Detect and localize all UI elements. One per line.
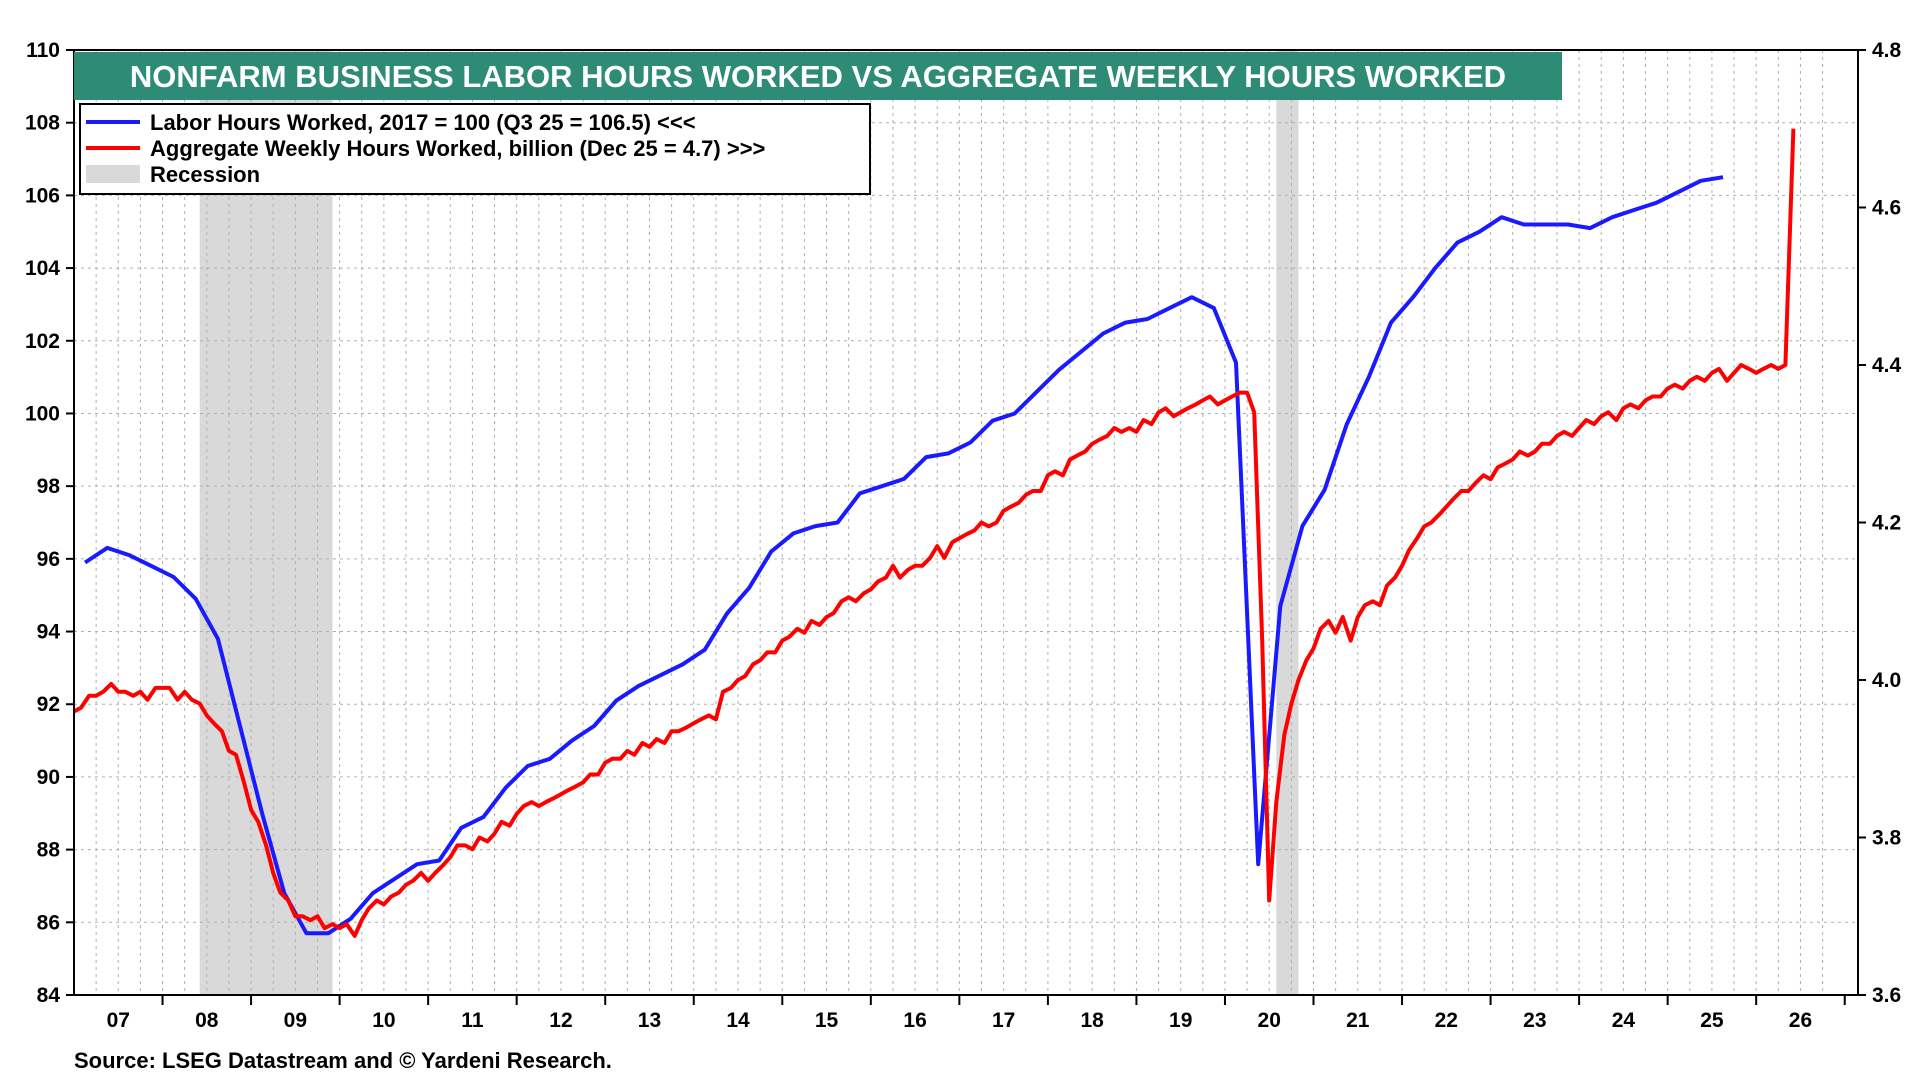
series-line-aggregate-hours bbox=[73, 128, 1796, 938]
legend-box bbox=[79, 103, 871, 195]
x-label-14: 14 bbox=[726, 1009, 750, 1032]
x-label-25: 25 bbox=[1700, 1009, 1724, 1032]
title-banner: NONFARM BUSINESS LABOR HOURS WORKED VS A… bbox=[74, 52, 1562, 100]
x-label-11: 11 bbox=[461, 1009, 484, 1032]
recession-band-1 bbox=[1276, 50, 1299, 995]
series-line-labor-hours bbox=[83, 175, 1724, 936]
recession-bands bbox=[199, 50, 1299, 995]
y-left-label-106: 106 bbox=[25, 184, 60, 207]
legend: Labor Hours Worked, 2017 = 100 (Q3 25 = … bbox=[79, 103, 871, 195]
x-label-13: 13 bbox=[638, 1009, 661, 1032]
y-left-label-102: 102 bbox=[25, 330, 60, 353]
title-background bbox=[74, 52, 1562, 100]
y-right-label-4.6: 4.6 bbox=[1872, 197, 1901, 220]
legend-label-recession: Recession bbox=[150, 162, 260, 187]
source-note: Source: LSEG Datastream and © Yardeni Re… bbox=[74, 1048, 612, 1073]
x-label-12: 12 bbox=[549, 1009, 572, 1032]
x-label-10: 10 bbox=[372, 1009, 395, 1032]
legend-label-aggregate-hours: Aggregate Weekly Hours Worked, billion (… bbox=[150, 136, 765, 161]
y-left-label-94: 94 bbox=[37, 621, 61, 644]
y-right-label-4.2: 4.2 bbox=[1872, 512, 1901, 535]
recession-band-0 bbox=[199, 50, 333, 995]
y-left-label-96: 96 bbox=[37, 548, 60, 571]
y-left-label-90: 90 bbox=[37, 766, 60, 789]
y-left-label-88: 88 bbox=[37, 839, 61, 862]
series-lines bbox=[73, 128, 1796, 938]
y-left-label-86: 86 bbox=[37, 911, 60, 934]
x-label-23: 23 bbox=[1523, 1009, 1546, 1032]
x-label-21: 21 bbox=[1346, 1009, 1370, 1032]
x-label-16: 16 bbox=[903, 1009, 926, 1032]
x-label-24: 24 bbox=[1612, 1009, 1636, 1032]
x-label-09: 09 bbox=[284, 1009, 307, 1032]
x-label-15: 15 bbox=[815, 1009, 839, 1032]
x-label-17: 17 bbox=[992, 1009, 1015, 1032]
axes: 84 86 88 90 92 94 96 98 100 102 104 106 108 110 3.6 3.8… bbox=[25, 39, 1902, 1032]
x-label-20: 20 bbox=[1258, 1009, 1281, 1032]
y-right-label-3.6: 3.6 bbox=[1872, 984, 1901, 1007]
y-left-label-104: 104 bbox=[25, 257, 60, 280]
legend-label-labor-hours: Labor Hours Worked, 2017 = 100 (Q3 25 = … bbox=[150, 110, 696, 135]
x-label-26: 26 bbox=[1789, 1009, 1812, 1032]
x-label-19: 19 bbox=[1169, 1009, 1192, 1032]
legend-swatch-recession bbox=[86, 165, 140, 183]
y-right-label-4.4: 4.4 bbox=[1872, 354, 1902, 377]
y-left-label-84: 84 bbox=[37, 984, 61, 1007]
y-left-label-98: 98 bbox=[37, 475, 61, 498]
y-left-label-92: 92 bbox=[37, 693, 60, 716]
y-right-label-4.0: 4.0 bbox=[1872, 669, 1901, 692]
chart-title: NONFARM BUSINESS LABOR HOURS WORKED VS A… bbox=[130, 59, 1506, 94]
x-label-08: 08 bbox=[195, 1009, 219, 1032]
y-left-label-100: 100 bbox=[25, 402, 60, 425]
x-label-18: 18 bbox=[1080, 1009, 1104, 1032]
y-right-label-4.8: 4.8 bbox=[1872, 39, 1902, 62]
x-label-07: 07 bbox=[107, 1009, 130, 1032]
y-left-label-110: 110 bbox=[26, 39, 60, 62]
x-label-22: 22 bbox=[1435, 1009, 1458, 1032]
y-left-label-108: 108 bbox=[25, 112, 60, 135]
y-right-label-3.8: 3.8 bbox=[1872, 827, 1902, 850]
